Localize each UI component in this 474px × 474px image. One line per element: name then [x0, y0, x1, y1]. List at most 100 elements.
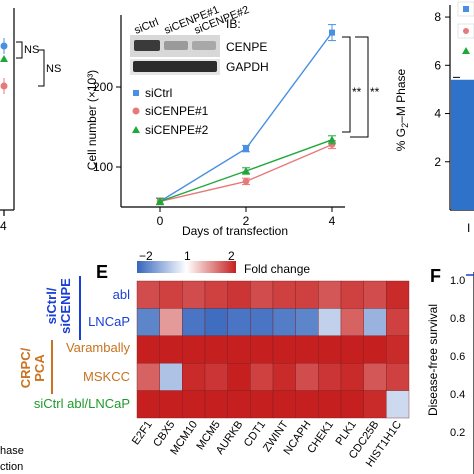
growth-x-label: Days of transfection: [182, 224, 288, 238]
bar-ytick-label: 4: [434, 107, 441, 121]
row-label-lncap: LNCaP: [88, 314, 130, 329]
growth-xtick-label: 2: [243, 214, 250, 228]
heatmap-cell: [227, 308, 251, 336]
heatmap-cell: [363, 280, 387, 309]
group-label-sictrl: siCtrl/: [44, 287, 59, 324]
growth-legend: siCtrl siCENPE#1 siCENPE#2: [132, 86, 209, 137]
heatmap-cell: [227, 363, 251, 391]
sig-bracket-inner: [342, 36, 351, 133]
growth-xtick-label: 4: [329, 214, 336, 228]
group-label-pca: PCA: [32, 354, 47, 382]
heatmap-cell: [204, 335, 228, 364]
heatmap-cell: [250, 363, 274, 391]
heatmap-cell: [386, 363, 410, 391]
data-point-ctrl: [243, 145, 249, 152]
heatmap-cell: [182, 390, 206, 419]
heatmap-cell: [340, 308, 364, 336]
row-label-varambally: Varambally: [66, 340, 131, 355]
fragment-point-green: [0, 55, 8, 62]
heatmap-cell: [204, 280, 228, 309]
blot-label-gapdh: GAPDH: [226, 60, 269, 74]
heatmap-cell: [204, 390, 228, 419]
heatmap-cell: [295, 308, 319, 336]
heatmap-cell: [318, 308, 342, 336]
data-point-ctrl: [329, 29, 335, 36]
sig-bracket-outer: [350, 36, 369, 138]
heatmap-cell: [204, 363, 228, 391]
survival-ytick-5: 0.2: [450, 427, 465, 439]
heatmap-cell: [227, 390, 251, 419]
heatmap-cell: [363, 390, 387, 419]
heatmap-cell: [318, 390, 342, 419]
heatmap-cell: [250, 390, 274, 419]
growth-chart: Cell number (×10³) Days of transfection …: [85, 15, 380, 238]
heatmap-cell: [363, 335, 387, 364]
bar-ytick-label: 8: [434, 10, 441, 24]
heatmap-cell: [272, 280, 296, 309]
heatmap-cell: [340, 363, 364, 391]
heatmap-cell: [182, 308, 206, 336]
legend-marker-ctrl: [133, 90, 139, 96]
heatmap-cell: [363, 308, 387, 336]
blot-header: IB:: [226, 17, 241, 31]
heatmap-cell: [204, 308, 228, 336]
heatmap-cell: [182, 363, 206, 391]
legend-label-cenpe1: siCENPE#1: [145, 104, 209, 118]
bar-legend-cenpe2: [462, 47, 470, 54]
colorbar-tick-high: 2: [228, 249, 235, 263]
colorbar-tick-mid: 1: [184, 249, 191, 263]
heatmap-cell: [386, 280, 410, 309]
bar-ctrl: [451, 79, 474, 210]
group-label-crpc: CRPC/: [18, 347, 33, 388]
fragment-xtick: 4: [0, 219, 7, 233]
heatmap-cell: [136, 335, 160, 364]
legend-label-cenpe2: siCENPE#2: [145, 123, 209, 137]
heatmap-cell: [136, 280, 160, 309]
survival-ytick-3: 0.6: [450, 351, 465, 363]
heatmap-cell: [136, 308, 160, 336]
sig-label-1: **: [352, 85, 362, 99]
heatmap-cell: [386, 390, 410, 419]
heatmap-cell: [386, 335, 410, 364]
heatmap-cell: [295, 390, 319, 419]
heatmap-cell: [159, 335, 183, 364]
survival-y-label: Disease-free survival: [426, 304, 440, 416]
bottom-left-text-2: ction: [0, 461, 23, 473]
heatmap-cell: [250, 280, 274, 309]
legend-marker-cenpe2: [132, 126, 140, 133]
data-point-cenpe2: [156, 197, 164, 205]
bar-legend-cenpe1: [463, 28, 469, 34]
survival-ytick-2: 0.8: [450, 313, 465, 325]
growth-y-label: Cell number (×10³): [85, 70, 99, 170]
row-label-sictrl-abl-lncap: siCtrl abl/LNCaP: [34, 396, 130, 411]
heatmap-cell: [295, 280, 319, 309]
growth-ytick-label: 100: [93, 160, 113, 174]
panel-label-f: F: [430, 266, 441, 286]
bar-xtick-fragment: I: [467, 221, 470, 235]
row-label-abl: abl: [113, 287, 130, 302]
heatmap-cell: [340, 390, 364, 419]
row-label-mskcc: MSKCC: [83, 369, 130, 384]
heatmap-cell: [340, 335, 364, 364]
heatmap-cell: [136, 390, 160, 419]
heatmap-cell: [182, 280, 206, 309]
panel-label-e: E: [96, 262, 108, 282]
heatmap-cells: [136, 280, 410, 419]
western-blot: siCtrl siCENPE#1 siCENPE#2 IB: CENPE GAP…: [130, 4, 269, 75]
heatmap-cell: [386, 308, 410, 336]
heatmap-cell: [250, 308, 274, 336]
blot-lane-label-1: siCtrl: [133, 16, 161, 37]
heatmap-cell: [272, 363, 296, 391]
blot-label-cenpe: CENPE: [226, 40, 267, 54]
heatmap-cell: [272, 390, 296, 419]
heatmap-cell: [136, 363, 160, 391]
legend-marker-cenpe1: [132, 107, 140, 115]
heatmap-cell: [318, 335, 342, 364]
data-point-cenpe2: [328, 135, 336, 143]
growth-xtick-label: 0: [157, 214, 164, 228]
legend-label-ctrl: siCtrl: [145, 86, 172, 100]
heatmap-panel: E −2 1 2 Fold change siCtrl/ siCENPE CRP…: [18, 249, 410, 469]
data-point-cenpe2: [242, 167, 250, 174]
heatmap-cell: [272, 335, 296, 364]
